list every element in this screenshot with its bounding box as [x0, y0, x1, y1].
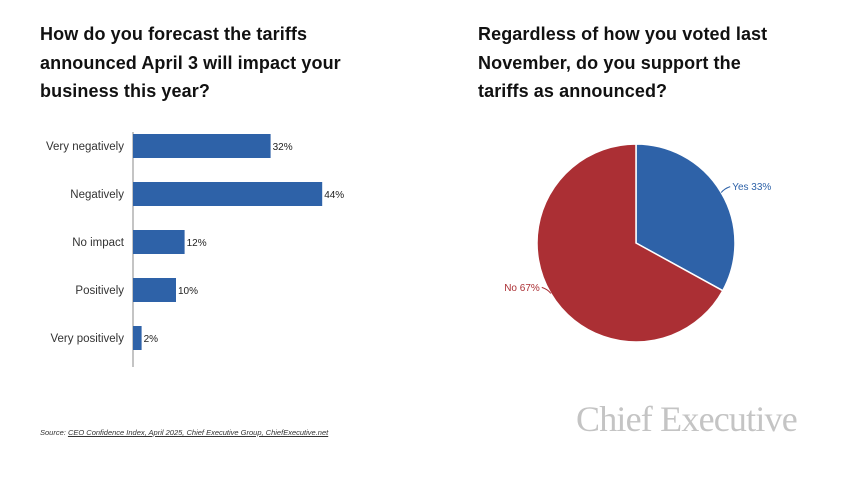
source-link[interactable]: CEO Confidence Index, April 2025, Chief …	[67, 428, 329, 437]
bar-chart-title-line: How do you forecast the tariffs	[40, 24, 308, 44]
bar	[133, 134, 271, 158]
bar	[133, 182, 323, 206]
pie-chart-title-line: November, do you support the	[478, 52, 741, 73]
pie-chart-title-line: Regardless of how you voted last	[478, 24, 768, 44]
pie-slice	[635, 143, 736, 292]
bar-category-label: Positively	[75, 285, 124, 297]
bar-value-label: 12%	[187, 238, 207, 249]
bar	[133, 278, 176, 302]
bar-chart: Very negatively 32% Negatively 44% No impact…	[46, 132, 344, 367]
bar-value-label: 10%	[178, 286, 198, 297]
source-prefix: Source:	[40, 428, 68, 437]
pie-chart-title: Regardless of how you voted last Novembe…	[478, 20, 818, 106]
pie-leader-line	[720, 186, 731, 193]
bar-value-label: 32%	[273, 142, 293, 153]
pie-slice-label: Yes 33%	[732, 182, 771, 193]
pie-leader-line	[541, 286, 552, 294]
bar-category-label: Very negatively	[46, 141, 124, 153]
bar-chart-title: How do you forecast the tariffs announce…	[40, 20, 390, 106]
bar-chart-title-line: announced April 3 will impact your	[40, 52, 341, 73]
chief-executive-logo: Chief Executive	[576, 399, 798, 439]
source-note: Source: CEO Confidence Index, April 2025…	[40, 428, 328, 437]
bar-category-label: Negatively	[70, 189, 124, 201]
pie-slice-label: No 67%	[504, 283, 540, 294]
bar-chart-title-line: business this year?	[40, 81, 210, 101]
pie-chart-title-line: tariffs as announced?	[478, 81, 668, 101]
bar	[133, 230, 185, 254]
bar-value-label: 44%	[324, 190, 344, 201]
bar	[133, 326, 142, 350]
bar-category-label: No impact	[72, 237, 125, 249]
bar-value-label: 2%	[144, 334, 159, 345]
pie-chart: Yes 33% No 67%	[504, 143, 771, 343]
bar-category-label: Very positively	[50, 333, 124, 345]
